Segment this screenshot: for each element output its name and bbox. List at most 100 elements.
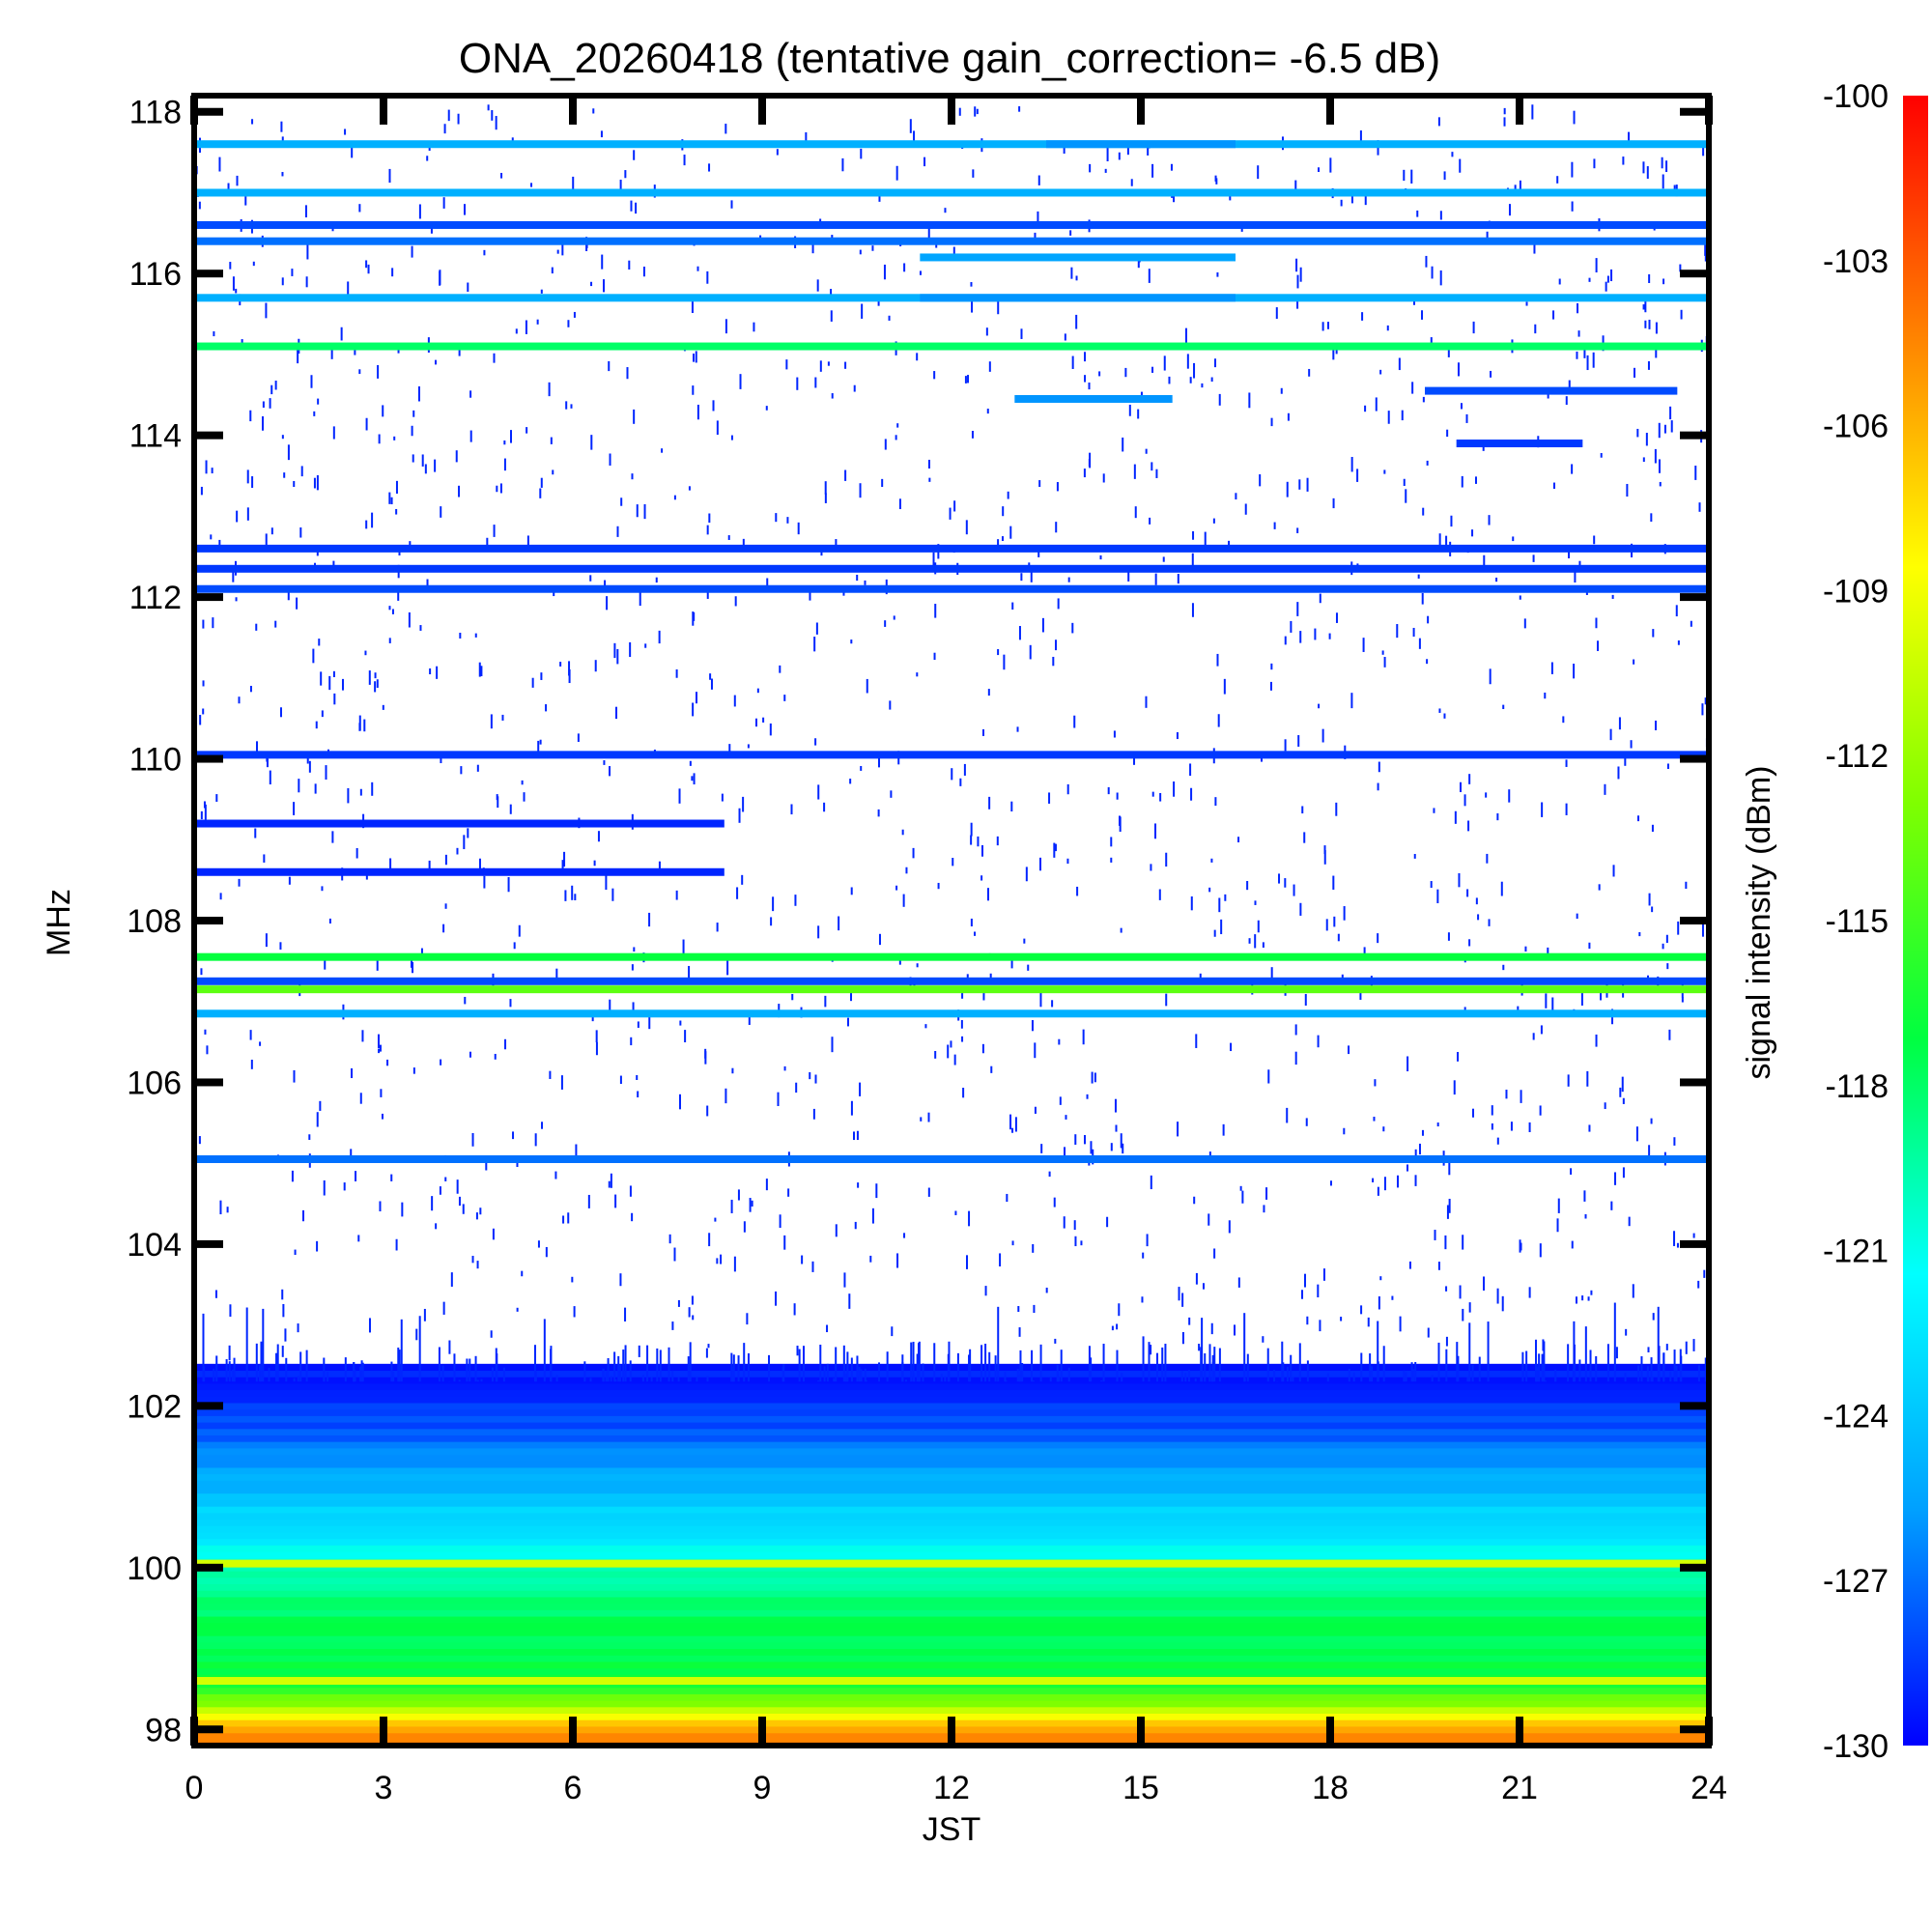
noise-spike	[668, 1347, 670, 1382]
sporadic-point	[1386, 325, 1389, 331]
sporadic-point	[1459, 1285, 1462, 1299]
sporadic-point	[1468, 1302, 1471, 1313]
noise-spike	[1457, 1355, 1460, 1382]
sporadic-point	[673, 1247, 676, 1262]
sporadic-point	[1381, 650, 1384, 655]
sporadic-point	[877, 809, 880, 817]
sporadic-point	[1322, 1268, 1325, 1281]
sporadic-point	[1159, 792, 1162, 802]
sporadic-point	[613, 642, 616, 659]
noise-spike	[583, 1361, 586, 1382]
noise-spike	[1184, 1373, 1187, 1382]
sporadic-point	[1677, 640, 1680, 645]
sporadic-point	[1213, 1248, 1216, 1259]
sporadic-point	[920, 1117, 923, 1122]
sporadic-point	[1106, 1216, 1109, 1228]
sporadic-point	[765, 1179, 768, 1191]
sporadic-point	[469, 430, 472, 442]
sporadic-point	[655, 577, 658, 583]
sporadic-point	[439, 270, 441, 285]
sporadic-point	[1244, 503, 1247, 515]
noise-spike	[1213, 1347, 1216, 1382]
sporadic-point	[1685, 1341, 1688, 1354]
noise-spike	[1056, 1364, 1059, 1382]
sporadic-point	[878, 933, 881, 946]
noise-spike	[1589, 1350, 1592, 1382]
x-tick-mark	[758, 1717, 766, 1746]
noise-floor-row	[194, 1596, 1709, 1605]
sporadic-point	[1692, 1233, 1695, 1238]
x-tick-mark	[1516, 96, 1523, 125]
sporadic-point	[1362, 638, 1365, 652]
sporadic-point	[504, 1038, 507, 1050]
sporadic-point	[1343, 906, 1346, 921]
noise-floor-row	[194, 1622, 1709, 1630]
sporadic-point	[1457, 1051, 1460, 1062]
sporadic-point	[590, 435, 593, 450]
noise-floor-row	[194, 1590, 1709, 1598]
sporadic-point	[1426, 659, 1429, 665]
sporadic-point	[1278, 873, 1281, 884]
sporadic-point	[1262, 942, 1264, 948]
sporadic-point	[232, 276, 235, 291]
sporadic-point	[1583, 347, 1586, 358]
sporadic-point	[677, 1299, 680, 1307]
sporadic-point	[1600, 992, 1603, 1001]
sporadic-point	[491, 110, 494, 121]
sporadic-point	[988, 796, 991, 810]
noise-floor-row	[194, 1480, 1709, 1488]
sporadic-point	[200, 810, 203, 820]
signal-band	[194, 977, 1709, 985]
noise-spike	[245, 1307, 248, 1382]
sporadic-point	[1457, 362, 1460, 377]
noise-spike	[1697, 1365, 1700, 1382]
noise-spike	[823, 1366, 826, 1382]
sporadic-point	[629, 641, 632, 658]
colorbar-tick-label: -127	[1823, 1563, 1889, 1600]
sporadic-point	[1173, 781, 1176, 797]
noise-spike	[1613, 1302, 1616, 1382]
sporadic-point	[204, 1029, 207, 1035]
y-tick-label: 110	[129, 742, 182, 779]
sporadic-point	[597, 831, 600, 842]
sporadic-point	[1367, 1317, 1370, 1327]
sporadic-point	[1618, 717, 1621, 730]
noise-spike	[817, 1380, 820, 1382]
sporadic-point	[1379, 369, 1382, 375]
sporadic-point	[1073, 715, 1076, 728]
sporadic-point	[1669, 406, 1672, 420]
sporadic-point	[1332, 497, 1335, 509]
sporadic-point	[1025, 867, 1028, 882]
sporadic-point	[480, 666, 483, 677]
sporadic-point	[643, 504, 646, 520]
sporadic-point	[1306, 1316, 1309, 1325]
sporadic-point	[321, 710, 324, 718]
sporadic-point	[1437, 1262, 1440, 1270]
sporadic-point	[244, 196, 247, 206]
sporadic-point	[1168, 376, 1171, 384]
sporadic-point	[1001, 536, 1004, 542]
sporadic-point	[1326, 322, 1329, 329]
sporadic-point	[1215, 178, 1218, 185]
sporadic-point	[1558, 278, 1561, 285]
sporadic-point	[794, 895, 797, 906]
sporadic-point	[1010, 956, 1013, 969]
sporadic-point	[1102, 473, 1105, 483]
sporadic-point	[1146, 1234, 1149, 1247]
sporadic-point	[841, 157, 844, 172]
sporadic-point	[417, 385, 420, 402]
sporadic-point	[1685, 881, 1688, 890]
x-axis: 0 3 6 9 12 15 18 21 24	[185, 96, 1727, 1806]
sporadic-point	[203, 801, 206, 809]
sporadic-point	[779, 1214, 781, 1228]
noise-spike	[1412, 1369, 1415, 1382]
sporadic-point	[824, 493, 827, 503]
y-tick-label: 106	[127, 1065, 182, 1101]
sporadic-point	[365, 260, 368, 269]
sporadic-point	[493, 525, 496, 537]
noise-spike	[607, 1357, 610, 1382]
noise-floor-row	[194, 1435, 1709, 1442]
sporadic-point	[1350, 192, 1353, 204]
sporadic-point	[419, 625, 422, 631]
sporadic-point	[1502, 964, 1505, 971]
